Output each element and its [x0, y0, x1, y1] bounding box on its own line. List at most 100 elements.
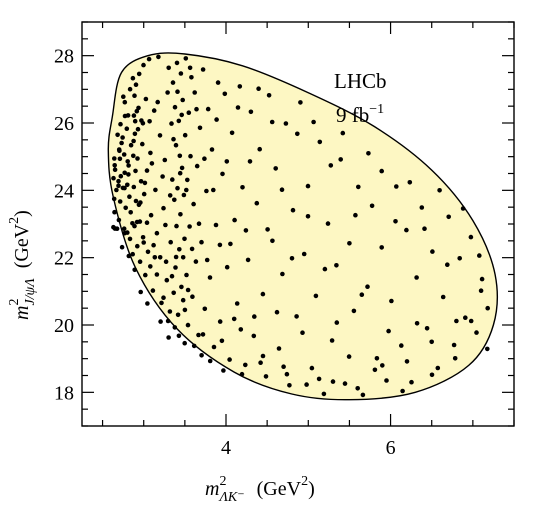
- data-point: [160, 174, 165, 179]
- data-point: [300, 330, 305, 336]
- data-point: [132, 267, 137, 273]
- data-point: [379, 168, 385, 174]
- data-point: [175, 185, 180, 191]
- data-point: [231, 316, 237, 322]
- data-point: [414, 321, 420, 326]
- data-point: [485, 305, 491, 311]
- data-point: [309, 365, 315, 371]
- data-point: [207, 275, 213, 280]
- data-point: [126, 172, 131, 177]
- data-point: [311, 119, 316, 125]
- data-point: [152, 254, 158, 260]
- data-point: [207, 358, 213, 364]
- data-point: [149, 161, 155, 166]
- data-point: [446, 214, 452, 220]
- data-point: [131, 138, 136, 144]
- data-point: [248, 109, 254, 115]
- data-point: [384, 378, 389, 383]
- data-point: [234, 301, 240, 306]
- data-point: [399, 343, 404, 348]
- data-point: [186, 110, 192, 115]
- data-point: [251, 333, 257, 339]
- data-point: [169, 121, 174, 126]
- data-point: [164, 277, 170, 283]
- data-point: [317, 139, 323, 145]
- data-point: [161, 205, 166, 211]
- data-point: [445, 262, 450, 268]
- data-point: [176, 333, 182, 339]
- data-point: [334, 263, 339, 268]
- data-point: [175, 89, 180, 94]
- data-point: [245, 257, 251, 263]
- data-point: [213, 222, 219, 228]
- data-point: [125, 182, 130, 188]
- data-point: [356, 184, 361, 190]
- data-point: [194, 106, 199, 112]
- data-point: [369, 203, 375, 209]
- data-point: [122, 170, 127, 176]
- data-point: [202, 306, 208, 312]
- x-axis-unit-sup: 2: [301, 474, 308, 489]
- data-point: [123, 205, 128, 211]
- data-point: [147, 119, 152, 124]
- data-point: [460, 206, 466, 211]
- data-point: [451, 342, 457, 348]
- data-point: [190, 294, 195, 300]
- x-axis-unit-open: (GeV: [257, 478, 302, 500]
- luminosity-label: 9 fb−1: [336, 102, 384, 127]
- y-tick-label: 26: [54, 113, 74, 135]
- data-point: [321, 391, 327, 397]
- data-point: [127, 86, 133, 92]
- data-point: [138, 200, 143, 205]
- data-point: [269, 119, 275, 125]
- data-point: [454, 318, 459, 324]
- data-point: [372, 367, 378, 373]
- y-tick-label: 24: [54, 180, 74, 202]
- data-point: [247, 159, 253, 164]
- data-point: [379, 245, 385, 250]
- data-point: [118, 121, 123, 127]
- data-point: [141, 191, 147, 197]
- data-point: [163, 222, 168, 228]
- data-point: [260, 291, 266, 297]
- data-point: [177, 153, 183, 159]
- data-point: [217, 242, 223, 248]
- data-point: [169, 273, 175, 279]
- data-point: [119, 244, 125, 250]
- data-point: [178, 212, 183, 217]
- data-point: [219, 338, 225, 344]
- data-point: [185, 177, 190, 183]
- data-point: [463, 315, 468, 321]
- data-point: [112, 226, 118, 231]
- y-tick-label: 18: [54, 382, 74, 404]
- data-point: [128, 142, 134, 148]
- data-point: [209, 147, 215, 152]
- data-point: [407, 180, 413, 185]
- data-point: [130, 75, 136, 81]
- data-point: [237, 84, 243, 89]
- data-point: [121, 94, 126, 99]
- data-point: [120, 185, 126, 191]
- data-point: [229, 130, 235, 136]
- data-point: [386, 328, 391, 334]
- data-point: [128, 210, 133, 215]
- y-tick-label: 20: [54, 315, 74, 337]
- data-point: [355, 386, 361, 391]
- data-point: [199, 239, 204, 245]
- data-point: [424, 326, 430, 331]
- data-point: [330, 379, 336, 384]
- data-point: [243, 228, 249, 233]
- data-point: [148, 150, 153, 156]
- data-point: [200, 67, 206, 72]
- data-point: [270, 238, 275, 244]
- data-point: [305, 214, 311, 219]
- data-point: [260, 353, 266, 359]
- data-point: [256, 86, 261, 91]
- data-point: [257, 146, 263, 152]
- data-point: [196, 221, 202, 226]
- data-point: [360, 392, 366, 398]
- data-point: [142, 180, 148, 186]
- data-point: [393, 219, 398, 224]
- data-point: [290, 207, 296, 213]
